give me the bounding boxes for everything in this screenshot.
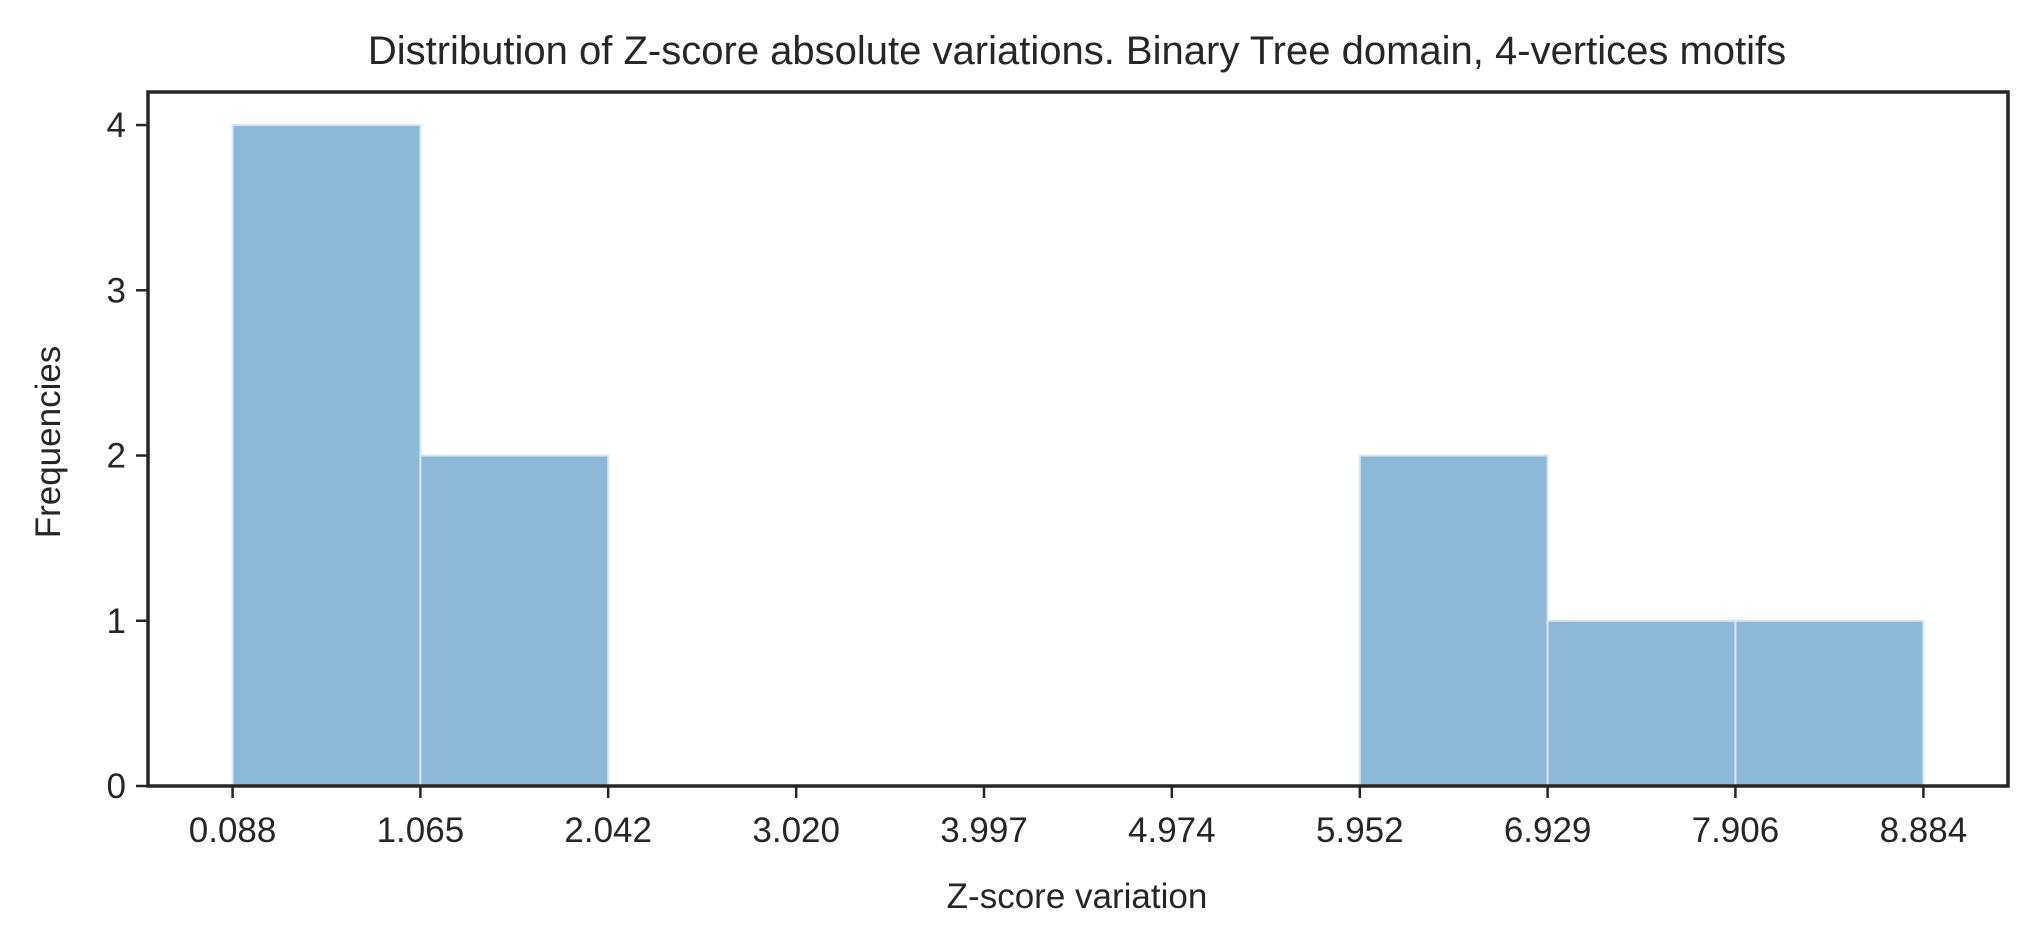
plot-frame — [146, 90, 2010, 788]
x-tick-label: 5.952 — [1316, 811, 1404, 850]
histogram-bar — [1546, 619, 1737, 787]
histogram-bar — [231, 124, 422, 788]
x-tick-label: 3.020 — [752, 811, 840, 850]
histogram-bar — [419, 454, 610, 787]
x-tick-label: 8.884 — [1880, 811, 1968, 850]
histogram-bar — [1734, 619, 1925, 787]
y-tick-label: 4 — [107, 106, 126, 145]
y-tick-label: 3 — [107, 271, 126, 310]
bars-group — [231, 124, 1925, 788]
x-tick-label: 0.088 — [189, 811, 277, 850]
x-tick-label: 1.065 — [377, 811, 465, 850]
y-tick-label: 2 — [107, 437, 126, 476]
y-axis-ticks: 0 1 2 3 4 — [107, 106, 148, 806]
x-axis-ticks: 0.088 1.065 2.042 3.020 3.997 4.974 5.952 6.929… — [189, 786, 1967, 850]
y-tick-label: 1 — [107, 602, 126, 641]
x-tick-label: 2.042 — [564, 811, 652, 850]
y-tick-label: 0 — [107, 767, 126, 806]
x-axis-label: Z-score variation — [947, 877, 1208, 916]
y-axis-label: Frequencies — [29, 346, 68, 539]
x-tick-label: 4.974 — [1128, 811, 1216, 850]
chart-title: Distribution of Z-score absolute variati… — [368, 29, 1786, 73]
histogram-bar — [1358, 454, 1549, 787]
x-tick-label: 3.997 — [940, 811, 1028, 850]
x-tick-label: 7.906 — [1692, 811, 1780, 850]
x-tick-label: 6.929 — [1504, 811, 1592, 850]
